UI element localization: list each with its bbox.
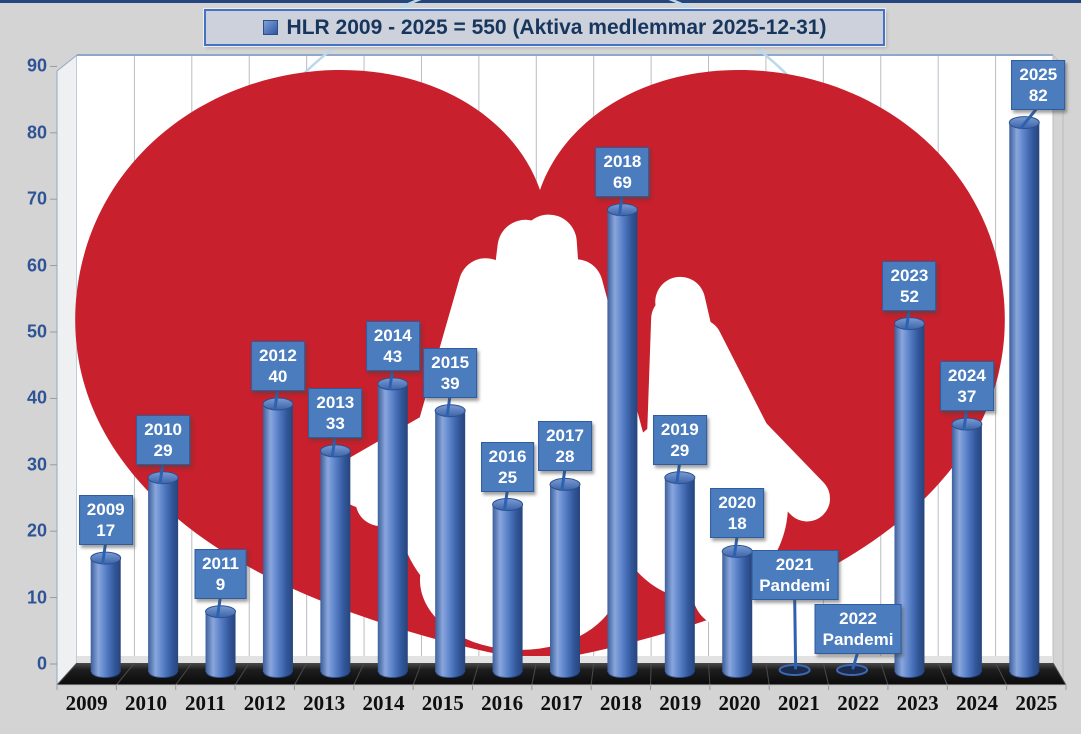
label-leader-lines (101, 105, 1040, 670)
chart-title: HLR 2009 - 2025 = 550 (Aktiva medlemmar … (286, 15, 827, 39)
bars-group (89, 116, 1041, 679)
legend-marker-icon (262, 20, 278, 35)
window-top-border (0, 0, 1081, 3)
chart-legend: HLR 2009 - 2025 = 550 (Aktiva medlemmar … (204, 9, 885, 46)
